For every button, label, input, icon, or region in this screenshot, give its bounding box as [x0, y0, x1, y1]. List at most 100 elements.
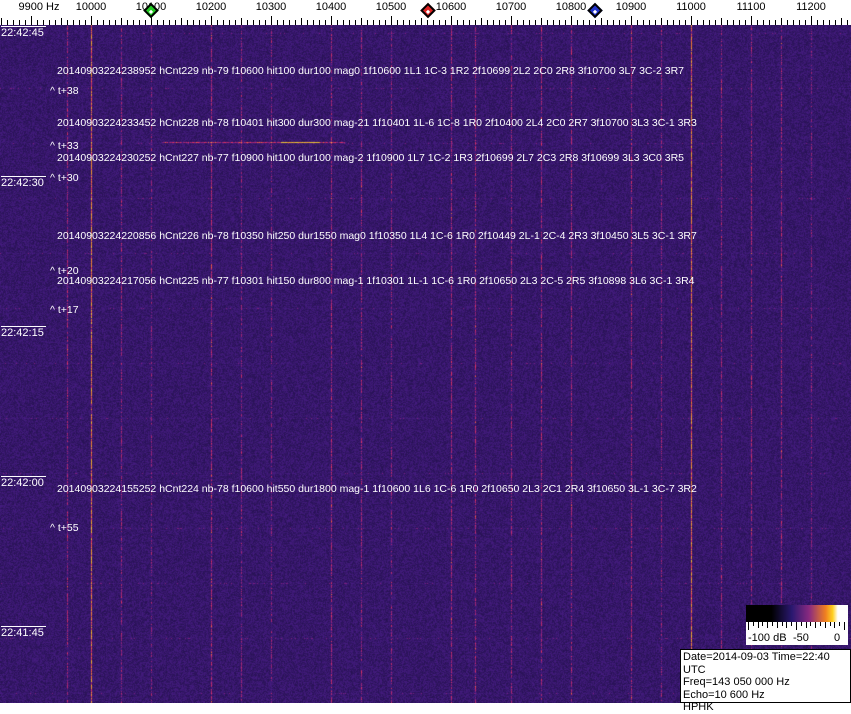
colorbar-tick	[791, 622, 793, 626]
x-tick	[103, 20, 104, 25]
x-tick	[19, 20, 20, 25]
frequency-marker-icon[interactable]	[420, 2, 436, 19]
x-tick	[661, 18, 662, 25]
x-tick	[385, 20, 386, 25]
x-tick	[709, 20, 710, 25]
x-tick	[7, 20, 8, 25]
x-tick	[571, 16, 572, 25]
x-tick-label: 11200	[796, 1, 826, 13]
x-tick	[79, 20, 80, 25]
x-tick	[493, 20, 494, 25]
time-offset-label: ^ t+38	[50, 85, 79, 97]
x-tick	[295, 20, 296, 25]
x-tick	[289, 20, 290, 25]
x-tick	[409, 20, 410, 25]
x-tick	[433, 20, 434, 25]
x-tick	[535, 20, 536, 25]
x-tick	[343, 20, 344, 25]
colorbar-tick	[752, 622, 754, 626]
colorbar-tick	[800, 622, 802, 626]
x-tick	[685, 20, 686, 25]
x-tick	[511, 16, 512, 25]
x-tick	[769, 20, 770, 25]
colorbar-tick	[820, 622, 821, 626]
frequency-marker-icon[interactable]	[587, 2, 603, 19]
x-tick	[265, 20, 266, 25]
x-tick-label: 10500	[375, 1, 407, 13]
colorbar-tick	[815, 622, 817, 628]
x-tick	[541, 18, 542, 25]
x-tick	[553, 20, 554, 25]
colorbar-tick	[844, 622, 845, 630]
x-tick	[43, 20, 44, 25]
x-tick	[733, 20, 734, 25]
x-tick	[721, 18, 722, 25]
colorbar-label: -50	[793, 632, 809, 644]
x-tick	[421, 18, 422, 25]
x-tick	[697, 20, 698, 25]
x-tick	[793, 20, 794, 25]
x-tick	[229, 20, 230, 25]
x-tick	[739, 20, 740, 25]
x-tick	[565, 20, 566, 25]
colorbar-label: -100 dB	[748, 632, 787, 644]
date-time: Date=2014-09-03 Time=22:40 UTC	[683, 651, 830, 676]
x-tick	[457, 20, 458, 25]
time-label: 22:41:45	[1, 626, 46, 639]
x-tick	[583, 20, 584, 25]
x-tick	[595, 20, 596, 25]
x-tick	[13, 20, 14, 25]
colorbar-tick	[834, 622, 836, 628]
x-tick	[133, 20, 134, 25]
x-tick	[121, 18, 122, 25]
x-tick	[577, 20, 578, 25]
colorbar-tick	[776, 622, 778, 628]
colorbar-tick	[810, 622, 812, 626]
x-tick	[613, 20, 614, 25]
x-tick	[331, 16, 332, 25]
x-tick	[643, 20, 644, 25]
detection-annotation: 20140903224238952 hCnt229 nb-79 f10600 h…	[57, 65, 685, 77]
colorbar-tick	[762, 622, 764, 626]
x-tick	[649, 20, 650, 25]
x-tick	[397, 20, 398, 25]
x-tick	[727, 20, 728, 25]
x-tick	[403, 20, 404, 25]
x-tick	[751, 16, 752, 25]
x-tick	[487, 20, 488, 25]
x-tick	[505, 20, 506, 25]
colorbar-tick	[829, 622, 831, 626]
x-tick	[49, 20, 50, 25]
x-tick	[757, 20, 758, 25]
x-tick	[61, 18, 62, 25]
x-tick	[247, 20, 248, 25]
x-tick	[367, 20, 368, 25]
x-tick	[157, 20, 158, 25]
x-tick	[415, 20, 416, 25]
x-tick	[619, 20, 620, 25]
x-tick-label: 10900	[615, 1, 647, 13]
x-tick	[475, 20, 476, 25]
time-label: 22:42:15	[1, 326, 46, 339]
x-tick	[169, 20, 170, 25]
x-tick	[271, 16, 272, 25]
x-tick-label: 10700	[495, 1, 527, 13]
x-tick	[781, 18, 782, 25]
colorbar-tick	[786, 622, 788, 628]
colorbar-tick	[757, 622, 759, 628]
x-tick	[1, 18, 2, 25]
x-tick	[691, 16, 692, 25]
x-tick	[109, 20, 110, 25]
x-tick-label: 10400	[315, 1, 347, 13]
x-tick	[55, 20, 56, 25]
x-tick	[439, 20, 440, 25]
x-tick	[313, 20, 314, 25]
x-tick	[715, 20, 716, 25]
x-tick	[151, 16, 152, 25]
detection-annotation: 20140903224217056 hCnt225 nb-77 f10301 h…	[57, 275, 695, 287]
x-tick	[829, 20, 830, 25]
x-tick	[805, 20, 806, 25]
x-tick	[211, 16, 212, 25]
x-tick	[67, 20, 68, 25]
x-tick	[607, 20, 608, 25]
